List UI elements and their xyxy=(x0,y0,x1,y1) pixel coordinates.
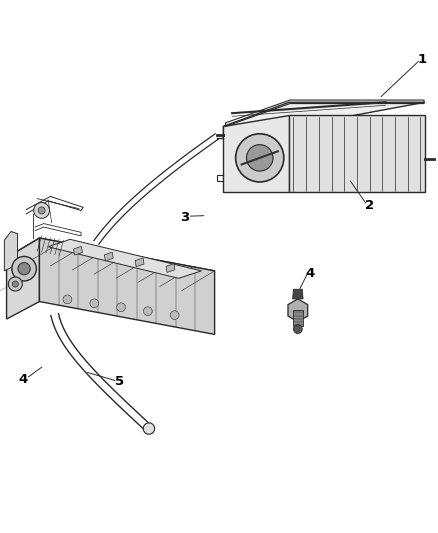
Text: 4: 4 xyxy=(18,373,28,385)
Polygon shape xyxy=(135,258,144,266)
Circle shape xyxy=(18,263,30,275)
Polygon shape xyxy=(48,239,201,278)
Polygon shape xyxy=(289,115,425,192)
Polygon shape xyxy=(288,299,308,322)
Polygon shape xyxy=(293,310,303,326)
Circle shape xyxy=(143,423,155,434)
Polygon shape xyxy=(39,238,215,334)
Polygon shape xyxy=(223,115,289,192)
Circle shape xyxy=(12,256,36,281)
Text: 1: 1 xyxy=(417,53,426,66)
Polygon shape xyxy=(223,102,425,140)
Polygon shape xyxy=(7,238,215,290)
Circle shape xyxy=(293,325,302,334)
Text: 2: 2 xyxy=(365,199,374,212)
Text: 5: 5 xyxy=(115,375,124,388)
Text: 4: 4 xyxy=(305,266,314,280)
Circle shape xyxy=(90,299,99,308)
Circle shape xyxy=(144,307,152,316)
Circle shape xyxy=(63,295,72,304)
Polygon shape xyxy=(104,252,113,261)
Polygon shape xyxy=(7,238,39,319)
Polygon shape xyxy=(166,264,175,272)
Polygon shape xyxy=(4,231,18,271)
Polygon shape xyxy=(74,246,82,255)
Circle shape xyxy=(12,281,18,287)
Circle shape xyxy=(236,134,284,182)
Text: 3: 3 xyxy=(180,211,190,223)
Circle shape xyxy=(170,311,179,319)
Polygon shape xyxy=(293,289,303,299)
Circle shape xyxy=(34,203,49,219)
Circle shape xyxy=(247,144,273,171)
Circle shape xyxy=(8,277,22,291)
Circle shape xyxy=(117,303,125,312)
Circle shape xyxy=(38,207,45,214)
